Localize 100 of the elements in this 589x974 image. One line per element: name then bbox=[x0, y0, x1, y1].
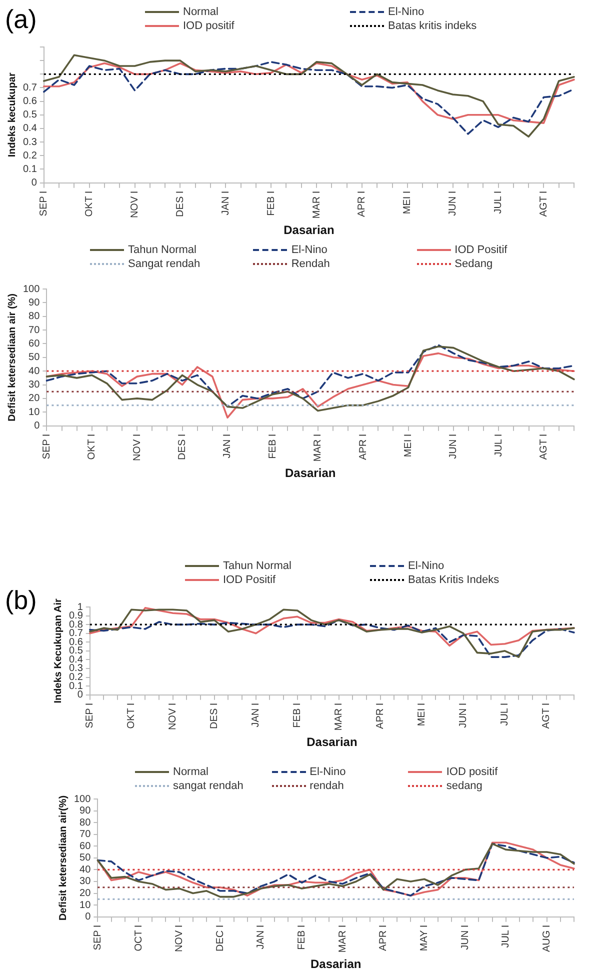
legend-label: Batas Kritis Indeks bbox=[408, 574, 500, 586]
y-tick-label: 30 bbox=[28, 380, 40, 391]
x-tick-label: OCT I bbox=[133, 924, 144, 952]
y-tick-label: 40 bbox=[28, 366, 40, 377]
legend-label: IOD positif bbox=[446, 766, 498, 778]
x-tick-label: JAN I bbox=[220, 190, 232, 216]
legend-label: Normal bbox=[183, 6, 218, 18]
y-tick-label: 0.5 bbox=[22, 110, 38, 121]
x-tick-label: DES I bbox=[209, 702, 220, 729]
x-tick-label: JAN I bbox=[256, 924, 267, 950]
x-tick-label: APR I bbox=[378, 924, 390, 951]
text: (a) bbox=[5, 4, 37, 35]
y-tick-label: 0.7 bbox=[68, 628, 84, 640]
y-tick-label: 40 bbox=[80, 864, 92, 876]
legend-label: Normal bbox=[173, 766, 208, 778]
legend-label: El-Nino bbox=[408, 560, 444, 572]
y-tick-label: 10 bbox=[28, 406, 40, 418]
x-tick-label: AUG I bbox=[542, 924, 553, 952]
y-tick-label: 0 bbox=[31, 178, 38, 189]
x-tick-label: JAN I bbox=[222, 434, 234, 458]
x-tick-label: DES I bbox=[174, 190, 186, 217]
x-axis-title: Dasarian bbox=[284, 223, 334, 238]
x-axis-title: Dasarian bbox=[306, 735, 358, 750]
legend-label: IOD Positif bbox=[454, 244, 508, 256]
y-tick-label: 0.6 bbox=[22, 96, 38, 108]
y-tick-label: 0.2 bbox=[68, 672, 84, 684]
x-tick-label: JUN I bbox=[460, 924, 471, 950]
x-tick-label: FEB I bbox=[296, 924, 308, 950]
y-tick-label: 80 bbox=[28, 311, 40, 322]
y-tick-label: 0.9 bbox=[68, 610, 84, 622]
y-tick-label: 50 bbox=[28, 352, 40, 364]
legend-label: sangat rendah bbox=[173, 780, 244, 792]
x-tick-label: SEP I bbox=[41, 434, 52, 460]
x-tick-label: JUL I bbox=[500, 702, 511, 726]
y-tick-label: 0.4 bbox=[22, 123, 38, 134]
x-tick-label: MAR I bbox=[334, 702, 345, 731]
x-tick-label: JUL I bbox=[500, 924, 512, 948]
y-axis-title: Defisit ketersediaan air(%) bbox=[58, 795, 69, 920]
x-tick-label: FEB I bbox=[292, 702, 304, 728]
y-tick-label: 60 bbox=[28, 338, 40, 350]
y-tick-label: 70 bbox=[28, 324, 40, 336]
x-tick-label: NOV I bbox=[132, 434, 143, 462]
x-tick-label: JUN I bbox=[448, 190, 459, 216]
x-tick-label: JAN I bbox=[250, 702, 262, 728]
x-tick-label: MAR I bbox=[311, 190, 322, 219]
y-axis-title: Indeks kecukupar bbox=[6, 72, 18, 158]
legend-label: Batas kritis indeks bbox=[388, 20, 477, 32]
legend-label: rendah bbox=[310, 780, 344, 792]
y-tick-label: 30 bbox=[80, 876, 92, 888]
x-tick-label: AGT I bbox=[538, 434, 550, 460]
legend-label: Tahun Normal bbox=[128, 244, 196, 256]
x-tick-label: APR I bbox=[375, 702, 386, 729]
x-tick-label: SEP I bbox=[84, 702, 96, 728]
x-tick-label: DEC I bbox=[214, 924, 226, 952]
y-tick-label: 10 bbox=[80, 900, 92, 911]
x-tick-label: MAY I bbox=[419, 924, 430, 952]
y-tick-label: 0.6 bbox=[68, 636, 84, 648]
y-tick-label: 90 bbox=[28, 297, 40, 308]
x-axis-title: Dasarian bbox=[310, 957, 362, 972]
legend-label: sedang bbox=[446, 780, 482, 792]
x-tick-label: NOV I bbox=[174, 924, 186, 952]
x-tick-label: JUN I bbox=[448, 434, 460, 459]
y-tick-label: 1 bbox=[77, 602, 84, 613]
x-tick-label: NOV I bbox=[168, 702, 179, 730]
legend-label: Rendah bbox=[291, 258, 330, 270]
y-tick-label: 0.8 bbox=[68, 619, 84, 630]
y-tick-label: 0.2 bbox=[22, 150, 38, 162]
y-tick-label: 100 bbox=[74, 794, 92, 805]
legend-label: El-Nino bbox=[310, 766, 346, 778]
x-tick-label: MEI I bbox=[403, 434, 414, 458]
x-tick-label: FEB I bbox=[266, 190, 277, 216]
legend-label: El-Nino bbox=[291, 244, 328, 256]
y-tick-label: 80 bbox=[80, 817, 92, 828]
x-tick-label: JUL I bbox=[493, 434, 504, 457]
y-tick-label: 0.1 bbox=[68, 680, 84, 692]
x-tick-label: FEB I bbox=[267, 434, 278, 459]
y-tick-label: 0 bbox=[85, 912, 92, 923]
y-tick-label: 0.3 bbox=[68, 663, 84, 674]
x-tick-label: JUL I bbox=[493, 190, 504, 214]
y-tick-label: 0.7 bbox=[22, 82, 38, 94]
y-tick-label: 50 bbox=[80, 852, 92, 864]
x-tick-label: OKT I bbox=[84, 190, 96, 217]
x-tick-label: JUN I bbox=[458, 702, 470, 728]
x-tick-label: MEI I bbox=[402, 190, 414, 214]
legend-label: El-Nino bbox=[388, 6, 424, 18]
x-tick-label: NOV I bbox=[130, 190, 141, 218]
y-tick-label: 0.1 bbox=[22, 164, 38, 175]
y-axis-title: Defisit ketersediaan air (%) bbox=[6, 293, 18, 422]
y-tick-label: 90 bbox=[80, 806, 92, 817]
y-tick-label: 0.3 bbox=[22, 136, 38, 148]
legend-label: Sangat rendah bbox=[128, 258, 200, 270]
y-tick-label: 20 bbox=[80, 888, 92, 900]
x-tick-label: AGT I bbox=[538, 190, 550, 217]
text: (b) bbox=[5, 585, 37, 616]
y-tick-label: 0 bbox=[77, 690, 84, 701]
x-tick-label: APR I bbox=[356, 190, 368, 217]
x-tick-label: MEI I bbox=[416, 702, 428, 726]
x-axis-title: Dasarian bbox=[284, 466, 336, 480]
x-tick-label: MAR I bbox=[312, 434, 324, 462]
y-tick-label: 60 bbox=[80, 840, 92, 852]
